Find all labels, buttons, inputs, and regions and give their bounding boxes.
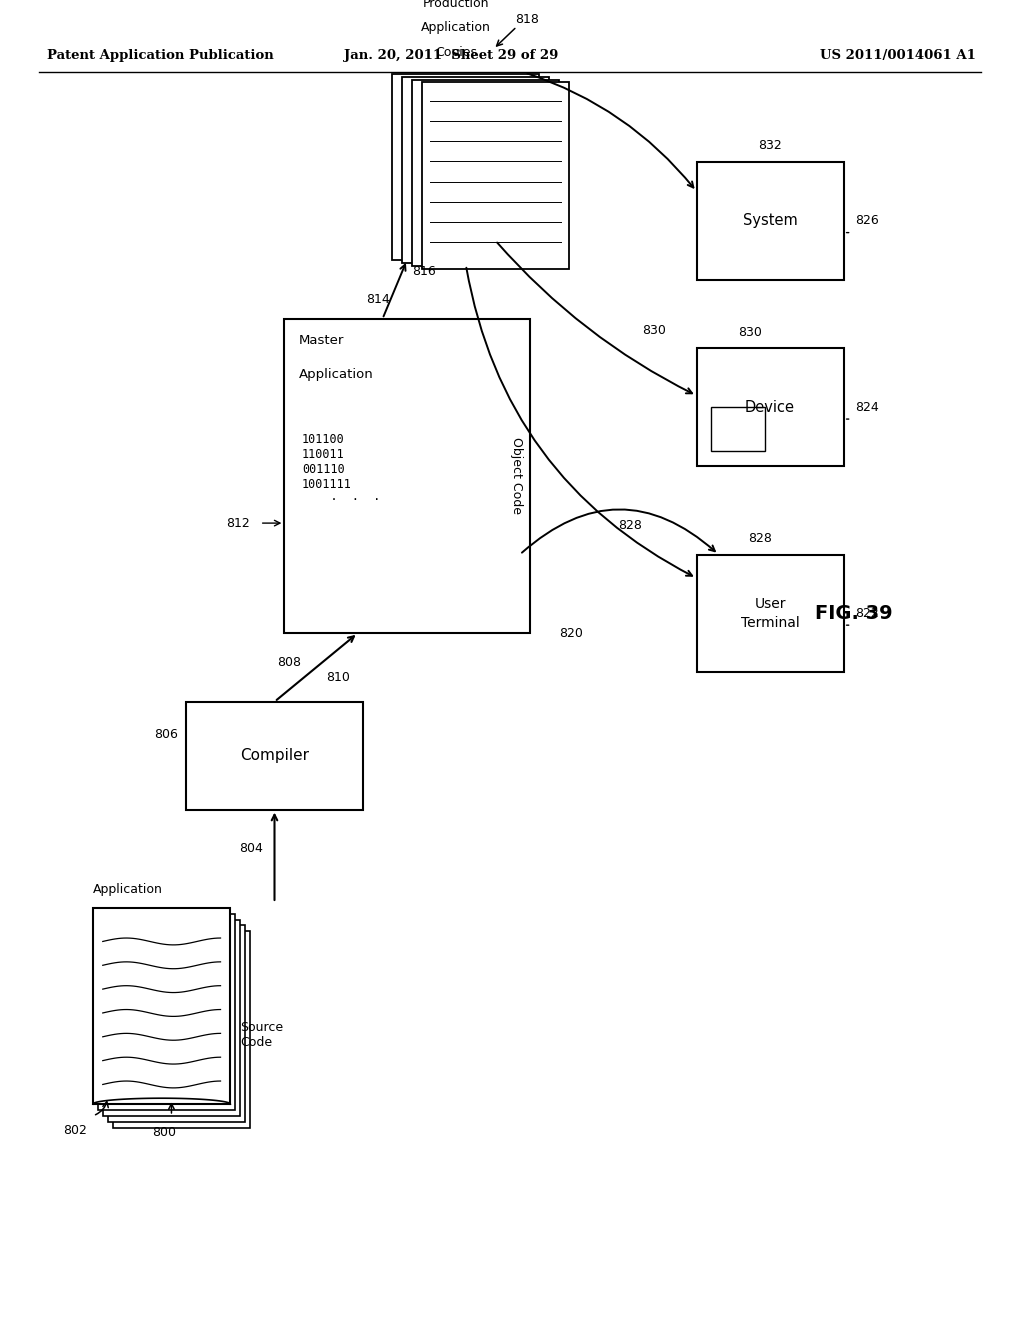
Text: 816: 816	[413, 265, 436, 279]
Text: 822: 822	[855, 607, 880, 620]
Text: 812: 812	[226, 516, 250, 529]
Text: 804: 804	[239, 842, 263, 855]
FancyBboxPatch shape	[108, 925, 245, 1122]
Text: 814: 814	[366, 293, 390, 306]
FancyBboxPatch shape	[696, 162, 844, 280]
Text: User
Terminal: User Terminal	[740, 597, 800, 630]
Text: 830: 830	[738, 326, 763, 339]
FancyBboxPatch shape	[102, 920, 241, 1115]
Text: Object Code: Object Code	[510, 437, 523, 515]
FancyBboxPatch shape	[696, 348, 844, 466]
Text: 832: 832	[758, 139, 782, 152]
Text: 808: 808	[278, 656, 301, 669]
Text: Compiler: Compiler	[240, 748, 309, 763]
Text: Application: Application	[93, 883, 163, 896]
Text: 828: 828	[618, 519, 642, 532]
Text: 824: 824	[855, 401, 880, 413]
FancyBboxPatch shape	[712, 408, 765, 451]
FancyBboxPatch shape	[186, 702, 362, 809]
FancyBboxPatch shape	[93, 908, 230, 1104]
FancyBboxPatch shape	[113, 932, 250, 1127]
Text: Source
Code: Source Code	[241, 1022, 284, 1049]
FancyBboxPatch shape	[98, 913, 236, 1110]
Text: 828: 828	[749, 532, 772, 545]
FancyBboxPatch shape	[402, 77, 549, 263]
FancyBboxPatch shape	[422, 82, 569, 269]
FancyBboxPatch shape	[412, 79, 559, 265]
Text: FIG. 39: FIG. 39	[815, 603, 892, 623]
Text: Patent Application Publication: Patent Application Publication	[47, 49, 273, 62]
Text: 810: 810	[326, 671, 350, 684]
Text: Production: Production	[423, 0, 489, 9]
Text: 802: 802	[63, 1123, 87, 1137]
Text: 830: 830	[642, 325, 667, 337]
FancyBboxPatch shape	[285, 319, 529, 634]
Text: 820: 820	[559, 627, 583, 639]
Text: Device: Device	[745, 400, 795, 414]
Text: Application: Application	[421, 21, 490, 34]
FancyBboxPatch shape	[696, 554, 844, 672]
Text: Jan. 20, 2011  Sheet 29 of 29: Jan. 20, 2011 Sheet 29 of 29	[344, 49, 558, 62]
Text: 101100
110011
001110
1001111
    ·  ·  ·: 101100 110011 001110 1001111 · · ·	[302, 433, 380, 506]
Text: 800: 800	[152, 1126, 176, 1139]
Text: Master: Master	[299, 334, 344, 347]
Text: 826: 826	[855, 214, 880, 227]
Text: US 2011/0014061 A1: US 2011/0014061 A1	[820, 49, 976, 62]
Text: 806: 806	[155, 727, 178, 741]
FancyBboxPatch shape	[392, 74, 540, 260]
Text: 818: 818	[515, 13, 539, 26]
Text: Copies: Copies	[435, 46, 477, 59]
FancyBboxPatch shape	[93, 908, 230, 1104]
Text: Application: Application	[299, 368, 374, 381]
Text: System: System	[742, 214, 798, 228]
